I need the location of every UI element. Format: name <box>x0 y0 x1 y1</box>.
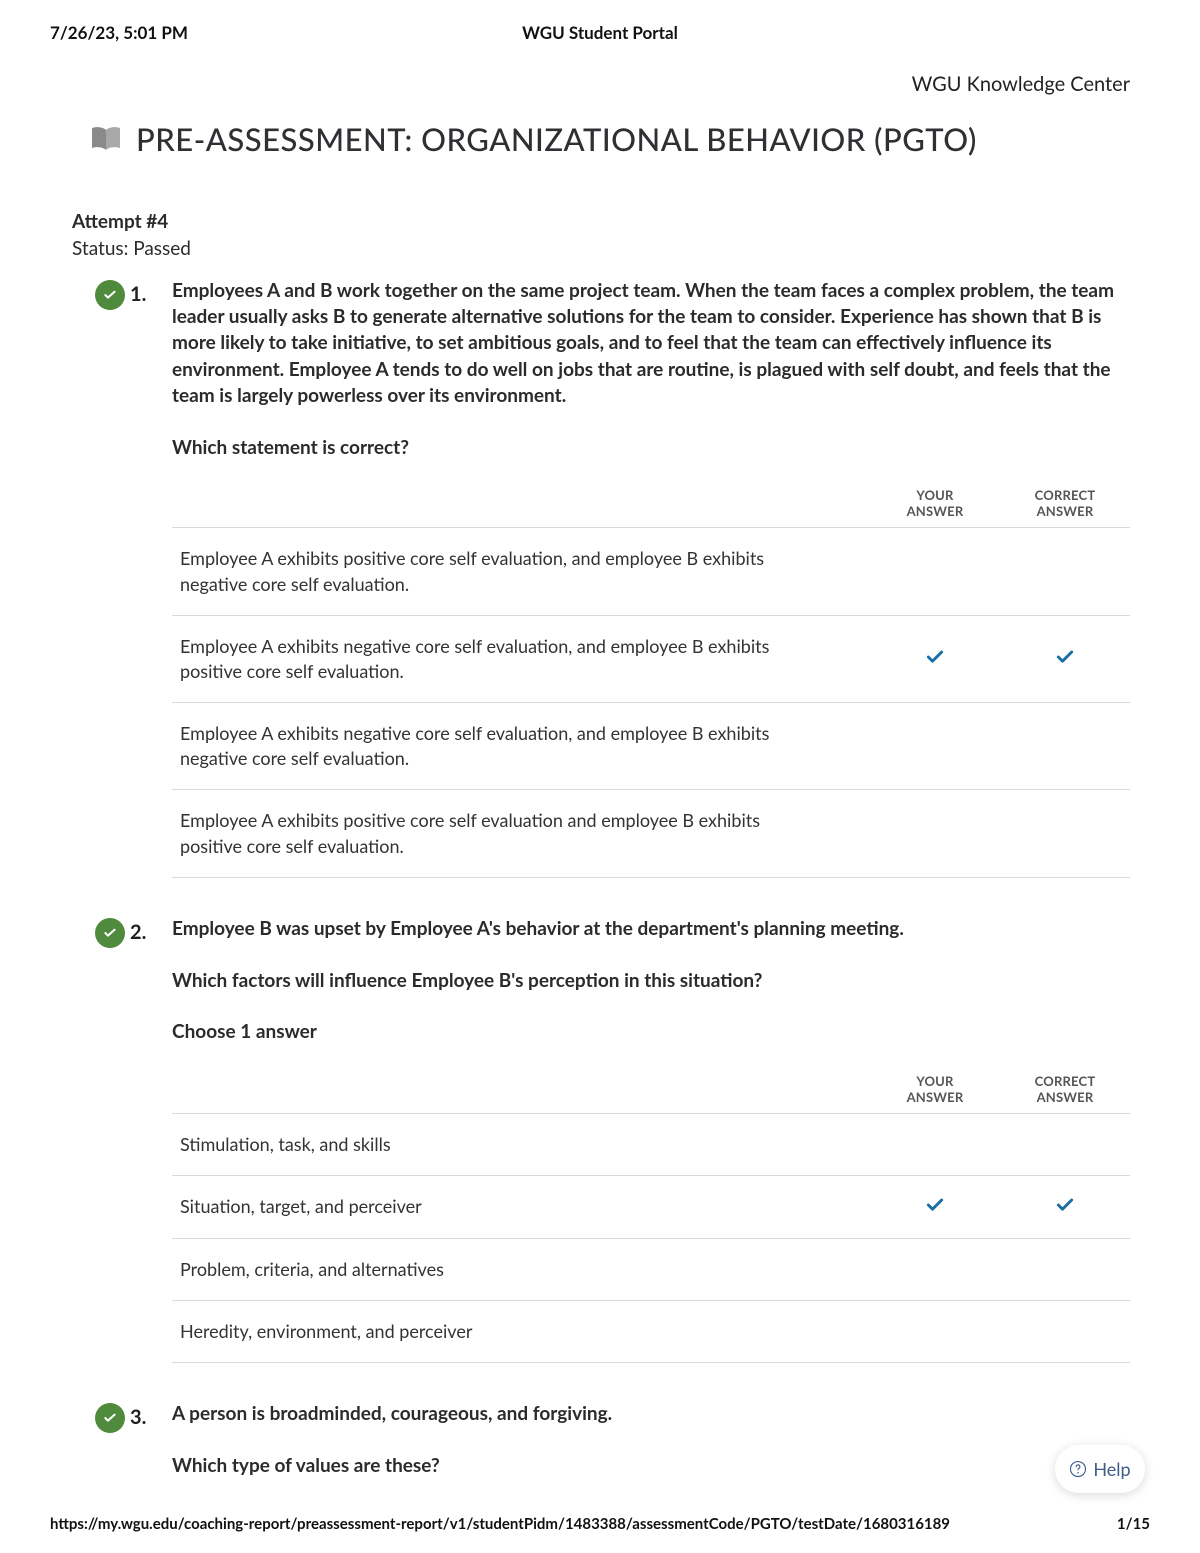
answer-text: Employee A exhibits negative core self e… <box>180 634 800 684</box>
help-label: Help <box>1093 1458 1130 1480</box>
answer-text-cell: Stimulation, task, and skills <box>172 1114 870 1176</box>
footer-url: https://my.wgu.edu/coaching-report/preas… <box>50 1515 950 1533</box>
your-answer-cell <box>870 1300 1000 1362</box>
answer-row: Heredity, environment, and perceiver <box>172 1300 1130 1362</box>
your-answer-cell <box>870 703 1000 790</box>
question-stem: Employee B was upset by Employee A's beh… <box>172 916 1130 942</box>
knowledge-center-link[interactable]: WGU Knowledge Center <box>912 72 1130 96</box>
correct-answer-cell <box>1000 1300 1130 1362</box>
your-answer-cell <box>870 528 1000 615</box>
questions-list: 1.Employees A and B work together on the… <box>90 278 1130 1543</box>
answer-table: YOURANSWERCORRECTANSWER Employee A exhibi… <box>172 487 1130 878</box>
your-answer-cell <box>870 1238 1000 1300</box>
help-button[interactable]: Help <box>1055 1445 1145 1493</box>
page-title: PRE-ASSESSMENT: ORGANIZATIONAL BEHAVIOR … <box>136 120 977 158</box>
your-answer-cell <box>870 1114 1000 1176</box>
title-row: PRE-ASSESSMENT: ORGANIZATIONAL BEHAVIOR … <box>90 120 1130 158</box>
question-stem: A person is broadminded, courageous, and… <box>172 1401 1130 1427</box>
question: 3.A person is broadminded, courageous, a… <box>90 1401 1130 1505</box>
help-icon <box>1069 1460 1087 1478</box>
correct-answer-cell <box>1000 1114 1130 1176</box>
answer-header-correct: CORRECTANSWER <box>1000 1073 1130 1114</box>
answer-text-cell: Situation, target, and perceiver <box>172 1176 870 1238</box>
answer-text-cell: Employee A exhibits negative core self e… <box>172 703 870 790</box>
question-status-col <box>90 278 130 310</box>
correct-answer-cell <box>1000 703 1130 790</box>
question: 2.Employee B was upset by Employee A's b… <box>90 916 1130 1363</box>
answer-header-blank <box>172 1073 870 1114</box>
correct-badge-icon <box>95 1403 125 1433</box>
answer-header-correct: CORRECTANSWER <box>1000 487 1130 528</box>
your-answer-cell <box>870 790 1000 877</box>
question-number: 1. <box>130 278 172 306</box>
question-stem: Employees A and B work together on the s… <box>172 278 1130 409</box>
correct-answer-cell <box>1000 528 1130 615</box>
correct-answer-cell <box>1000 1176 1130 1238</box>
question-number: 3. <box>130 1401 172 1429</box>
answer-text-cell: Employee A exhibits positive core self e… <box>172 790 870 877</box>
question-status-col <box>90 916 130 948</box>
correct-answer-cell <box>1000 615 1130 702</box>
question-body: Employee B was upset by Employee A's beh… <box>172 916 1130 1363</box>
print-timestamp: 7/26/23, 5:01 PM <box>50 22 188 43</box>
correct-answer-cell <box>1000 790 1130 877</box>
your-answer-cell <box>870 1176 1000 1238</box>
book-icon <box>90 126 122 152</box>
answer-row: Employee A exhibits positive core self e… <box>172 528 1130 615</box>
answer-text: Problem, criteria, and alternatives <box>180 1257 800 1282</box>
answer-text: Stimulation, task, and skills <box>180 1132 800 1157</box>
answer-text-cell: Heredity, environment, and perceiver <box>172 1300 870 1362</box>
page: 7/26/23, 5:01 PM WGU Student Portal WGU … <box>0 0 1200 1553</box>
answer-text: Employee A exhibits negative core self e… <box>180 721 800 771</box>
question-prompt: Which statement is correct? <box>172 435 1130 461</box>
attempt-label: Attempt #4 <box>72 210 191 233</box>
correct-badge-icon <box>95 918 125 948</box>
assessment-meta: Attempt #4 Status: Passed <box>72 210 191 260</box>
answer-row: Situation, target, and perceiver <box>172 1176 1130 1238</box>
answer-row: Problem, criteria, and alternatives <box>172 1238 1130 1300</box>
answer-header-your: YOURANSWER <box>870 487 1000 528</box>
answer-text-cell: Employee A exhibits negative core self e… <box>172 615 870 702</box>
status-label: Status: Passed <box>72 237 191 260</box>
question-instruction: Choose 1 answer <box>172 1020 1130 1043</box>
answer-row: Employee A exhibits positive core self e… <box>172 790 1130 877</box>
question-body: A person is broadminded, courageous, and… <box>172 1401 1130 1505</box>
answer-text: Employee A exhibits positive core self e… <box>180 808 800 858</box>
question-status-col <box>90 1401 130 1433</box>
correct-badge-icon <box>95 280 125 310</box>
answer-header-blank <box>172 487 870 528</box>
answer-text: Situation, target, and perceiver <box>180 1194 800 1219</box>
answer-table: YOURANSWERCORRECTANSWER Stimulation, task… <box>172 1073 1130 1363</box>
answer-row: Employee A exhibits negative core self e… <box>172 615 1130 702</box>
question-prompt: Which type of values are these? <box>172 1453 1130 1479</box>
correct-answer-cell <box>1000 1238 1130 1300</box>
question-prompt: Which factors will influence Employee B'… <box>172 968 1130 994</box>
question-body: Employees A and B work together on the s… <box>172 278 1130 878</box>
answer-header-your: YOURANSWER <box>870 1073 1000 1114</box>
print-portal-title: WGU Student Portal <box>522 22 678 43</box>
question: 1.Employees A and B work together on the… <box>90 278 1130 878</box>
answer-row: Employee A exhibits negative core self e… <box>172 703 1130 790</box>
answer-text-cell: Employee A exhibits positive core self e… <box>172 528 870 615</box>
your-answer-cell <box>870 615 1000 702</box>
question-number: 2. <box>130 916 172 944</box>
answer-row: Stimulation, task, and skills <box>172 1114 1130 1176</box>
answer-text: Heredity, environment, and perceiver <box>180 1319 800 1344</box>
answer-text-cell: Problem, criteria, and alternatives <box>172 1238 870 1300</box>
footer-page-indicator: 1/15 <box>1117 1515 1150 1533</box>
answer-text: Employee A exhibits positive core self e… <box>180 546 800 596</box>
